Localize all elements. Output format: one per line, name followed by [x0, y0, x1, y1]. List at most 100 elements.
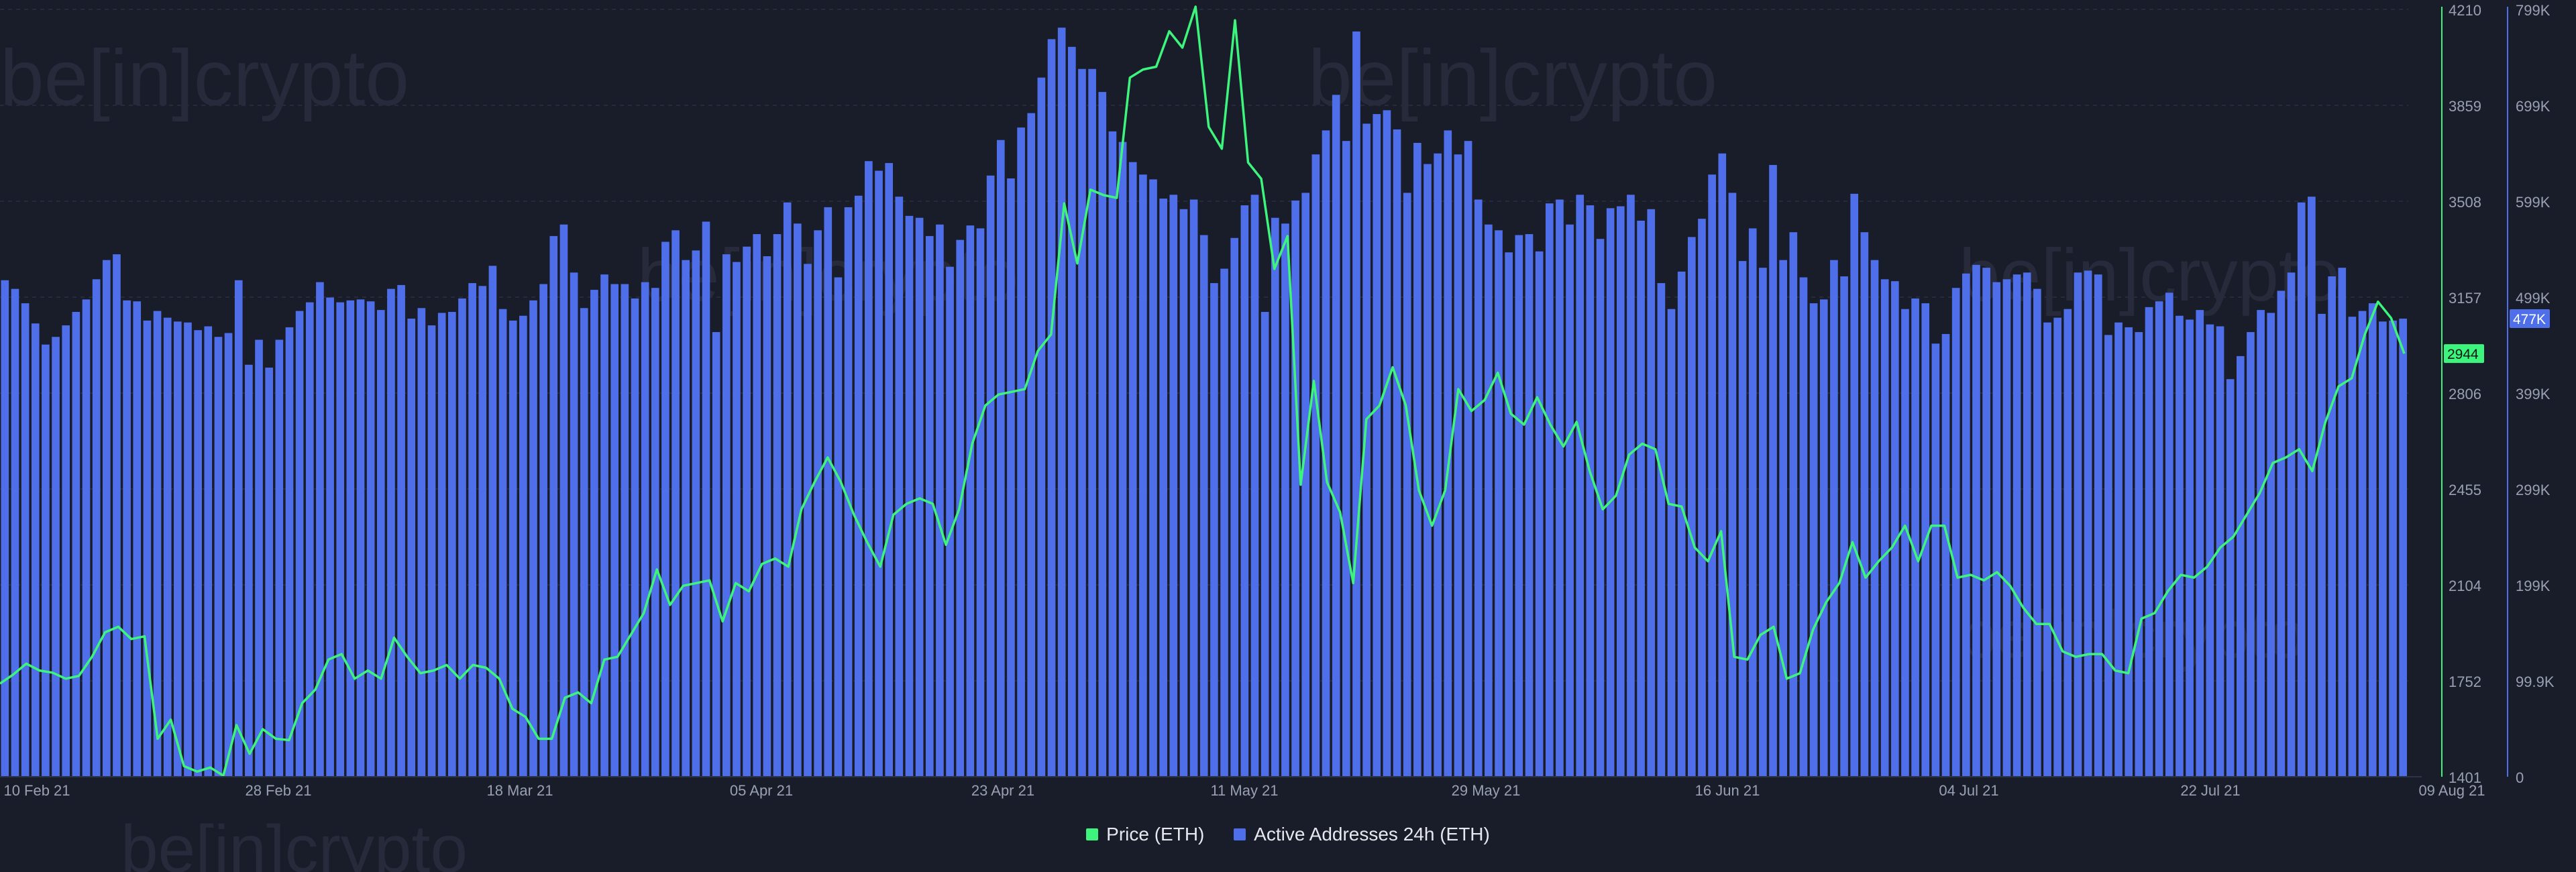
active-addresses-bar [1474, 199, 1483, 777]
active-addresses-bar [539, 284, 547, 777]
active-addresses-bar [682, 260, 690, 777]
active-addresses-bar [184, 322, 192, 777]
active-addresses-bar [427, 325, 436, 777]
active-addresses-bar [1718, 153, 1727, 777]
active-addresses-bar [1860, 232, 1869, 777]
active-addresses-bar [2002, 279, 2011, 777]
active-addresses-bar [1992, 282, 2001, 777]
active-addresses-bar [773, 234, 782, 777]
x-axis-tick-label: 29 May 21 [1452, 782, 1521, 799]
price-axis-tick-label: 1752 [2449, 673, 2481, 690]
active-addresses-bar [2236, 356, 2245, 777]
active-addresses-bar [1403, 193, 1411, 777]
active-addresses-bar [1027, 113, 1036, 777]
active-addresses-bar [925, 235, 934, 777]
active-addresses-bar [2358, 311, 2367, 777]
active-addresses-bar [2176, 315, 2184, 777]
active-addresses-bar [163, 317, 172, 777]
active-addresses-bar [1098, 92, 1107, 777]
active-addresses-bar [265, 368, 273, 777]
active-addresses-bar [549, 235, 558, 777]
active-addresses-bar [641, 282, 649, 777]
active-addresses-bar [1210, 283, 1218, 777]
active-addresses-bar [559, 224, 568, 777]
active-addresses-bar [1657, 283, 1666, 777]
x-axis-tick-label: 09 Aug 21 [2418, 782, 2485, 799]
active-addresses-bar [1007, 178, 1015, 777]
active-addresses-bar [2257, 310, 2265, 777]
active-addresses-bar [316, 282, 324, 777]
active-addresses-bar [1627, 195, 1635, 777]
active-addresses-bar [1830, 260, 1838, 777]
watermark-text: be[in]crypto [0, 34, 409, 122]
active-addresses-swatch-icon [1234, 828, 1246, 840]
active-addresses-bar [570, 272, 578, 777]
active-addresses-bar [1271, 217, 1279, 777]
active-addresses-bar [1383, 110, 1391, 777]
active-addresses-bar [92, 279, 101, 777]
active-addresses-bar [1647, 209, 1656, 777]
active-addresses-bar [1047, 39, 1056, 777]
current-price-badge [2444, 344, 2484, 364]
addresses-axis-tick-label: 699K [2516, 98, 2551, 115]
legend-item-active-addresses[interactable]: Active Addresses 24h (ETH) [1234, 824, 1490, 845]
active-addresses-bar [865, 161, 873, 777]
x-axis-tick-label: 18 Mar 21 [486, 782, 553, 799]
watermark-text: be[in]crypto [1308, 34, 1717, 122]
legend-item-price[interactable]: Price (ETH) [1086, 824, 1204, 845]
active-addresses-bar [1738, 261, 1747, 777]
x-axis-tick-label: 05 Apr 21 [730, 782, 793, 799]
active-addresses-bar [1769, 164, 1777, 777]
active-addresses-bar [1728, 193, 1737, 777]
active-addresses-bar [255, 339, 263, 777]
legend-label-active-addresses: Active Addresses 24h (ETH) [1254, 824, 1490, 844]
price-line [0, 5, 2406, 777]
legend-label-price: Price (ETH) [1106, 824, 1205, 844]
active-addresses-bar [733, 262, 741, 777]
active-addresses-bar [2155, 301, 2163, 777]
active-addresses-bar [2043, 322, 2051, 777]
active-addresses-bar [1890, 281, 1899, 777]
active-addresses-bar [2226, 379, 2235, 777]
active-addresses-bar [42, 344, 50, 777]
price-axis-tick-label: 1401 [2449, 769, 2481, 786]
active-addresses-bar [1179, 209, 1188, 777]
addresses-axis-tick-label: 799K [2516, 2, 2551, 19]
active-addresses-bar [2125, 327, 2133, 777]
active-addresses-bar [1139, 174, 1147, 777]
active-addresses-bar [631, 298, 639, 777]
active-addresses-bar [702, 221, 710, 777]
active-addresses-bar [2328, 276, 2336, 777]
x-axis-tick-label: 22 Jul 21 [2180, 782, 2240, 799]
price-axis-tick-label: 3157 [2449, 290, 2481, 307]
active-addresses-bar [2094, 274, 2102, 777]
active-addresses-bar [1, 280, 9, 777]
active-addresses-bar [285, 327, 294, 777]
active-addresses-bar [794, 223, 802, 777]
active-addresses-bar [1118, 142, 1127, 777]
active-addresses-bar [2196, 310, 2204, 777]
active-addresses-bar [1169, 195, 1178, 777]
x-axis-ticks: 10 Feb 21 28 Feb 21 18 Mar 21 05 Apr 21 23 A… [3, 782, 2485, 799]
active-addresses-bar [824, 207, 833, 777]
active-addresses-bar [2399, 319, 2407, 777]
x-axis-tick-label: 16 Jun 21 [1695, 782, 1760, 799]
active-addresses-bar [905, 215, 914, 777]
active-addresses-bar [2023, 272, 2031, 777]
active-addresses-bar [1464, 141, 1472, 777]
active-addresses-bar [2012, 274, 2021, 777]
price-axis-ticks: 4210 3859 3508 3157 2806 2455 2104 1752 1401 [2449, 2, 2481, 786]
active-addresses-bar [52, 337, 60, 777]
active-addresses-bar [1199, 235, 1208, 777]
active-addresses-bar [600, 274, 608, 777]
active-addresses-bar [946, 266, 954, 777]
active-addresses-bar [2074, 272, 2082, 777]
active-addresses-bar [1901, 309, 1909, 777]
active-addresses-bar [1373, 114, 1381, 777]
active-addresses-bar [1515, 235, 1523, 777]
active-addresses-bar [1779, 260, 1787, 777]
active-addresses-bar [1108, 131, 1117, 777]
active-addresses-bar [2389, 320, 2397, 777]
active-addresses-bar [875, 170, 883, 777]
